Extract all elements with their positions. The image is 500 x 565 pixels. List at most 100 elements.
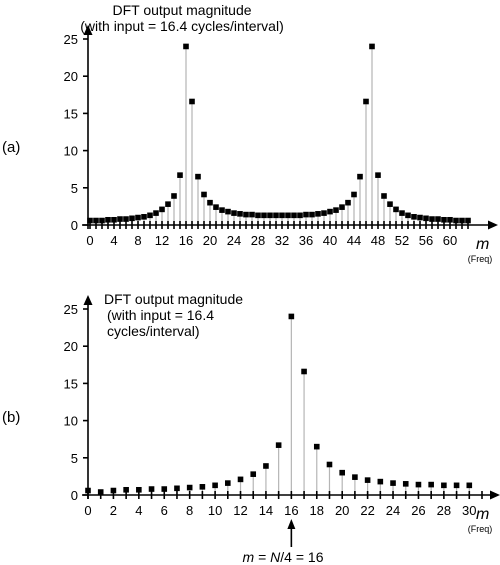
panel-a-point bbox=[327, 208, 333, 215]
panel-a-xtick-label: 56 bbox=[419, 233, 433, 248]
panel-b-xtick-label: 2 bbox=[110, 503, 117, 518]
annotation-rest: /4 = 16 bbox=[280, 549, 323, 565]
panel-b-xtick-label: 26 bbox=[411, 503, 425, 518]
panel-a-point bbox=[207, 199, 213, 206]
panel-b-xtick-label: 14 bbox=[259, 503, 273, 518]
panel-b-point bbox=[390, 480, 396, 486]
panel-a-point bbox=[447, 216, 453, 223]
panel-a-point bbox=[399, 210, 405, 216]
panel-b-point bbox=[441, 482, 447, 489]
panel-a-xtick-label: 60 bbox=[443, 233, 457, 248]
panel-b-ytick-label: 10 bbox=[64, 414, 78, 429]
panel-b-xtick-label: 28 bbox=[437, 503, 451, 518]
panel-b-title-line-2: (with input = 16.4 bbox=[107, 307, 214, 323]
panel-a-xtick-label: 16 bbox=[179, 233, 193, 248]
panel-a-point bbox=[429, 216, 435, 222]
panel-a-point bbox=[105, 216, 111, 223]
panel-a-point bbox=[435, 216, 441, 222]
panel-b-point bbox=[313, 443, 320, 450]
panel-b-xtick-label: 8 bbox=[186, 503, 193, 518]
panel-b-point bbox=[453, 482, 460, 489]
panel-a-point bbox=[111, 216, 117, 223]
panel-b-title-line-3: cycles/interval) bbox=[107, 323, 200, 339]
panel-b-point bbox=[136, 486, 142, 493]
panel-a-label: (a) bbox=[2, 139, 20, 156]
panel-a-point bbox=[183, 43, 189, 50]
panel-a-title-line-1: DFT output magnitude bbox=[112, 2, 251, 18]
panel-b-point bbox=[352, 474, 358, 480]
panel-a-point bbox=[147, 212, 153, 219]
panel-b-xtick-label: 24 bbox=[386, 503, 400, 518]
panel-a-point bbox=[129, 215, 135, 222]
panel-a-point bbox=[381, 193, 387, 199]
panel-a-point bbox=[219, 207, 225, 213]
panel-b-xtick-label: 16 bbox=[284, 503, 298, 518]
panel-a-ytick-label: 25 bbox=[64, 32, 78, 47]
panel-a-point bbox=[255, 212, 261, 219]
panel-a-point bbox=[375, 172, 381, 178]
panel-b-ytick-label: 15 bbox=[64, 376, 78, 391]
panel-a-point bbox=[363, 98, 369, 105]
panel-a-point bbox=[171, 193, 177, 199]
panel-a-point bbox=[345, 199, 351, 206]
panel-a-point bbox=[231, 210, 237, 216]
panel-a-point bbox=[117, 216, 123, 222]
panel-a-point bbox=[189, 98, 195, 105]
panel-b-xtick-label: 6 bbox=[161, 503, 168, 518]
panel-a-xtick-label: 4 bbox=[110, 233, 117, 248]
annotation-arrow-head bbox=[287, 519, 296, 529]
panel-b-x-axis-arrow bbox=[490, 490, 500, 500]
panel-a-xtick-label: 52 bbox=[395, 233, 409, 248]
panel-a-point bbox=[453, 217, 459, 224]
panel-b-point bbox=[199, 484, 206, 490]
panel-a-point bbox=[195, 173, 201, 180]
panel-a-xtick-label: 32 bbox=[275, 233, 289, 248]
panel-a-point bbox=[135, 214, 141, 221]
panel-a-point bbox=[285, 212, 291, 219]
panel-a-point bbox=[315, 211, 321, 217]
panel-a-xtick-label: 8 bbox=[134, 233, 141, 248]
panel-b-xtick-label: 20 bbox=[335, 503, 349, 518]
panel-a-point bbox=[387, 201, 393, 207]
panel-a-y-axis-arrow bbox=[83, 25, 93, 35]
panel-b-point bbox=[263, 463, 269, 469]
panel-b-ytick-label: 5 bbox=[71, 451, 78, 466]
panel-b-point bbox=[97, 489, 104, 495]
panel-a-point bbox=[333, 207, 339, 213]
panel-a-point bbox=[411, 214, 417, 220]
panel-b-point bbox=[339, 469, 345, 476]
panel-b-point bbox=[237, 476, 244, 483]
panel-a-ytick-label: 5 bbox=[71, 181, 78, 196]
panel-a-point bbox=[93, 217, 99, 224]
panel-b-point bbox=[466, 482, 473, 489]
panel-a-point bbox=[351, 191, 357, 198]
panel-a-point bbox=[261, 212, 267, 219]
panel-a-point bbox=[87, 217, 93, 224]
panel-a-point bbox=[237, 211, 243, 217]
panel-a-point bbox=[291, 212, 297, 219]
panel-b-ytick-label: 0 bbox=[71, 488, 78, 503]
panel-a-ytick-label: 10 bbox=[64, 144, 78, 159]
panel-b-xtick-label: 4 bbox=[135, 503, 142, 518]
panel-b-point bbox=[288, 313, 295, 320]
panel-a-ytick-label: 0 bbox=[71, 218, 78, 233]
panel-a: (a) DFT output magnitude (with input = 1… bbox=[2, 2, 498, 264]
panel-b-point bbox=[85, 487, 91, 494]
panel-b-point bbox=[415, 481, 422, 488]
panel-b-y-axis-arrow bbox=[83, 295, 93, 305]
panel-a-point bbox=[459, 217, 465, 224]
panel-a-point bbox=[99, 217, 105, 224]
panel-a-xtick-label: 28 bbox=[251, 233, 265, 248]
panel-a-xtick-label: 44 bbox=[347, 233, 361, 248]
panel-b-point bbox=[428, 481, 434, 488]
panel-a-point bbox=[159, 206, 165, 213]
panel-a-point bbox=[243, 211, 249, 218]
panel-a-point bbox=[249, 211, 255, 218]
panel-a-point bbox=[309, 211, 315, 218]
panel-b-point bbox=[364, 477, 371, 483]
panel-a-x-axis-arrow bbox=[488, 220, 498, 230]
panel-b-label: (b) bbox=[2, 409, 20, 426]
